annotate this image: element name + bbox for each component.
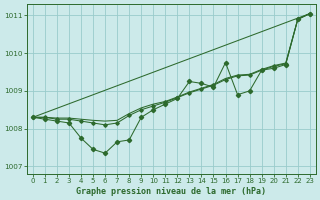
X-axis label: Graphe pression niveau de la mer (hPa): Graphe pression niveau de la mer (hPa) bbox=[76, 187, 266, 196]
